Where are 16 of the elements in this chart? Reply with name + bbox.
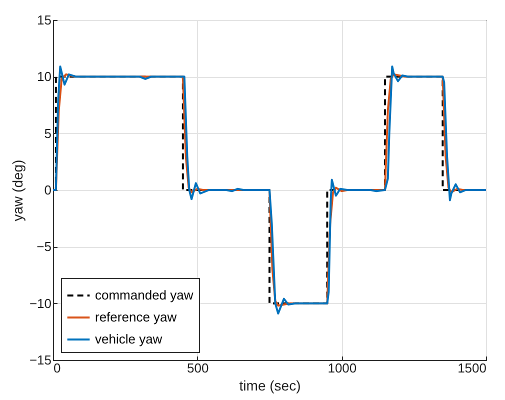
legend-label: vehicle yaw	[95, 332, 163, 346]
y-axis-title: yaw (deg)	[9, 160, 26, 222]
legend-label: reference yaw	[95, 310, 178, 324]
y-tick-label: 5	[44, 126, 52, 141]
legend-label: commanded yaw	[95, 288, 194, 302]
x-tick-label: 1000	[328, 360, 357, 376]
y-tick-label: −15	[29, 352, 52, 368]
x-axis-title: time (sec)	[239, 378, 301, 394]
y-tick-label: 10	[37, 69, 52, 84]
y-tick-label: −10	[29, 296, 52, 311]
x-tick-label: 1500	[458, 360, 486, 376]
x-tick-label: 500	[186, 360, 209, 376]
y-tick-label: 0	[44, 182, 52, 198]
y-tick-label: 15	[37, 12, 52, 28]
y-tick-label: −5	[36, 239, 52, 254]
x-tick-label: 0	[54, 360, 61, 376]
